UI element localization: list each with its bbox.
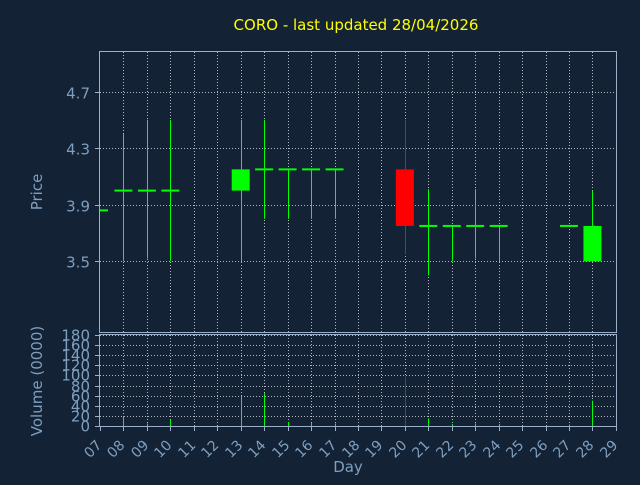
- price-axis: 3.5 3.9 4.3 4.7: [66, 85, 100, 272]
- price-grid: [100, 52, 616, 332]
- volume-tick-label: 140: [61, 347, 90, 365]
- volume-tick-label: 100: [61, 367, 90, 385]
- candle-body: [489, 224, 508, 227]
- candle-body: [255, 168, 274, 171]
- x-axis-label: Day: [333, 458, 363, 476]
- price-tick-label: 4.7: [66, 85, 90, 103]
- candle-body: [100, 209, 108, 212]
- candle-body: [325, 168, 344, 171]
- volume-series: [123, 376, 593, 426]
- candle-body: [114, 189, 133, 192]
- volume-axis-label: Volume (0000): [28, 326, 46, 436]
- price-tick-label: 3.5: [66, 254, 90, 272]
- volume-tick-label: 120: [61, 357, 90, 375]
- candle-body: [278, 168, 297, 171]
- volume-tick-label: 0: [80, 418, 90, 436]
- volume-tick-label: 20: [71, 408, 90, 426]
- price-panel-frame: [99, 51, 617, 333]
- candle-body: [560, 224, 578, 227]
- candle-body: [466, 224, 485, 227]
- volume-tick-label: 180: [61, 327, 90, 345]
- candle-body: [161, 189, 180, 192]
- volume-tick-label: 60: [71, 388, 90, 406]
- volume-grid: [100, 335, 616, 427]
- candlestick-series: [100, 119, 602, 276]
- price-axis-label: Price: [28, 174, 46, 211]
- candle-body: [231, 169, 250, 191]
- volume-tick-label: 40: [71, 398, 90, 416]
- price-tick-label: 4.3: [66, 141, 90, 159]
- price-tick-label: 3.9: [66, 198, 90, 216]
- volume-tick-label: 80: [71, 378, 90, 396]
- candle-body: [302, 168, 321, 171]
- candle-body: [419, 224, 438, 227]
- candle-body: [442, 224, 461, 227]
- candle-body: [395, 169, 414, 226]
- chart-title: CORO - last updated 28/04/2026: [234, 16, 479, 34]
- volume-tick-label: 160: [61, 337, 90, 355]
- candle-body: [583, 225, 602, 262]
- candle-body: [137, 189, 156, 192]
